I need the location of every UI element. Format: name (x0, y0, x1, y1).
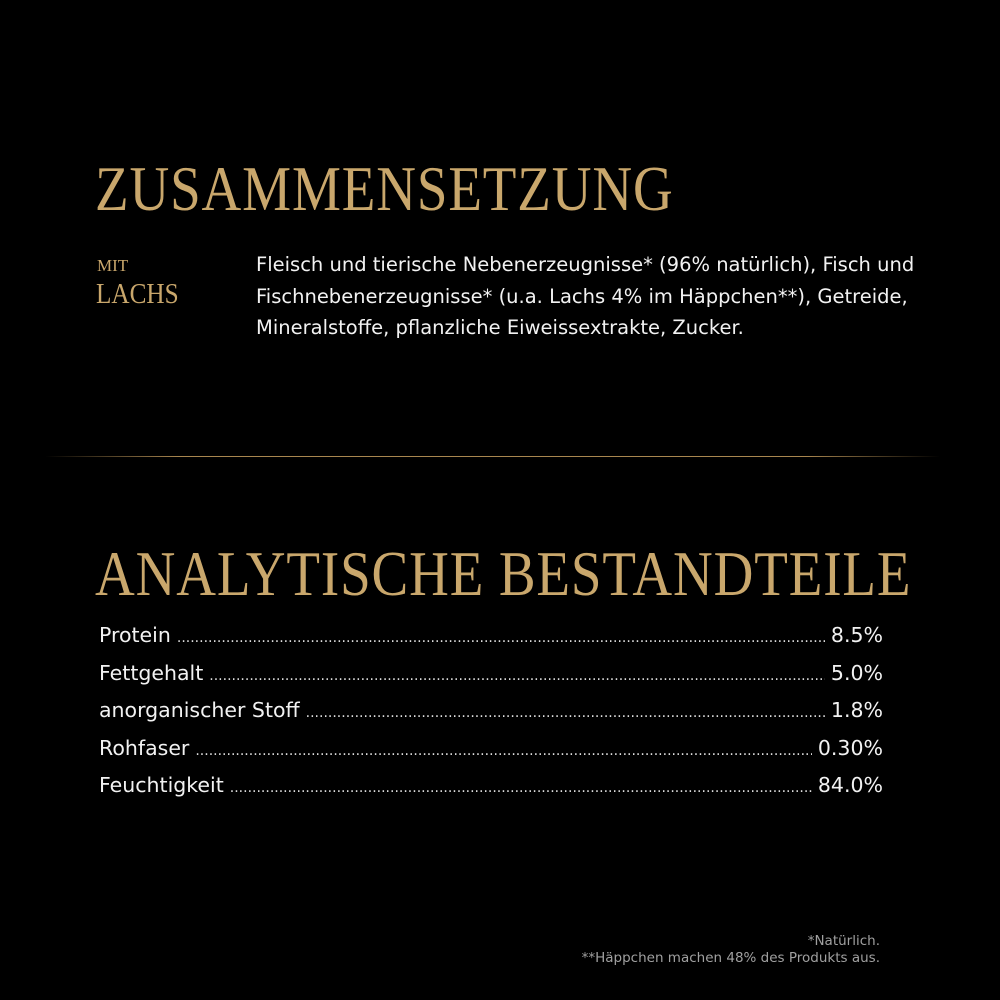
analysis-row: Rohfaser 0.30% (99, 736, 883, 774)
row-label: Rohfaser (99, 735, 190, 760)
row-value: 5.0% (830, 660, 883, 685)
row-label: Fettgehalt (99, 660, 204, 685)
footnote: **Häppchen machen 48% des Produkts aus. (581, 950, 880, 966)
row-value: 8.5% (830, 623, 883, 647)
footnotes: *Natürlich. **Häppchen machen 48% des Pr… (582, 933, 880, 967)
row-value: 0.30% (817, 735, 883, 760)
row-label: anorganischer Stoff (99, 698, 300, 722)
variant-prefix: MIT (97, 256, 129, 275)
analysis-row: Fettgehalt 5.0% (99, 661, 883, 699)
leader-dots (195, 743, 812, 759)
analysis-title: ANALYTISCHE BESTANDTEILE (95, 538, 912, 609)
composition-title: ZUSAMMENSETZUNG (95, 153, 674, 224)
leader-dots (209, 668, 825, 684)
leader-dots (306, 705, 825, 721)
ingredients-text: Fleisch und tierische Nebenerzeugnisse* … (256, 253, 915, 339)
leader-dots (177, 630, 825, 646)
row-value: 1.8% (830, 698, 883, 722)
analysis-row: anorganischer Stoff 1.8% (99, 698, 883, 736)
section-divider (45, 456, 940, 457)
variant-name: LACHS (96, 279, 179, 310)
row-label: Feuchtigkeit (99, 773, 224, 797)
row-label: Protein (99, 623, 171, 647)
analysis-table: Protein 8.5% Fettgehalt 5.0% anorganischer… (99, 623, 883, 811)
row-value: 84.0% (817, 773, 883, 797)
leader-dots (230, 780, 812, 796)
analysis-row: Feuchtigkeit 84.0% (99, 773, 883, 811)
analysis-row: Protein 8.5% (99, 623, 883, 661)
footnote: *Natürlich. (807, 933, 880, 949)
